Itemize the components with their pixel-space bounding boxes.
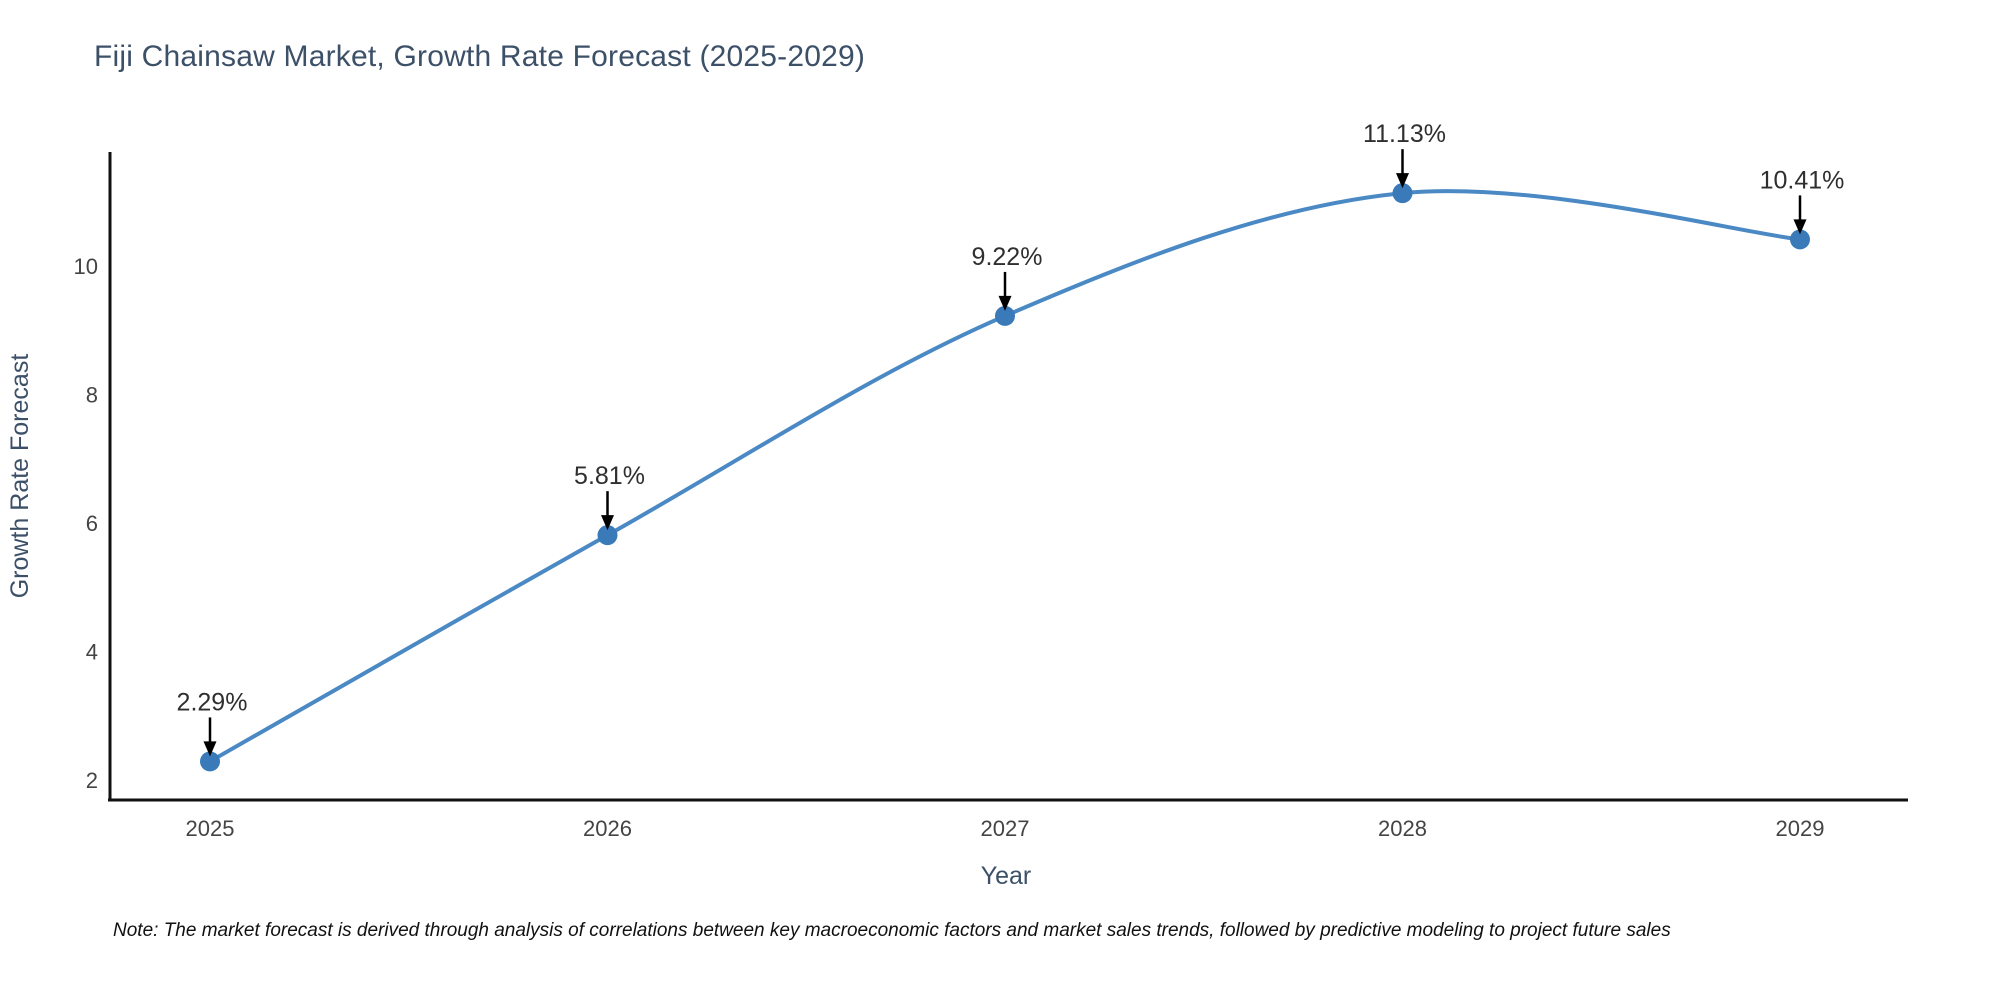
annotation-arrow-head bbox=[1396, 173, 1409, 189]
annotation-arrow-head bbox=[601, 515, 614, 531]
data-point-label: 2.29% bbox=[177, 688, 248, 716]
data-point-label: 11.13% bbox=[1363, 120, 1446, 148]
footnote: Note: The market forecast is derived thr… bbox=[113, 920, 1671, 941]
data-point-label: 9.22% bbox=[972, 243, 1043, 271]
data-point-label: 10.41% bbox=[1760, 166, 1845, 194]
y-tick-label: 6 bbox=[86, 511, 98, 536]
x-tick-label: 2025 bbox=[186, 816, 235, 841]
data-point-marker bbox=[597, 525, 618, 546]
data-point-marker bbox=[995, 305, 1015, 326]
annotation-arrow-head bbox=[998, 295, 1012, 311]
chart-title: Fiji Chainsaw Market, Growth Rate Foreca… bbox=[94, 40, 866, 73]
data-point-marker bbox=[1790, 229, 1810, 250]
y-tick-label: 8 bbox=[86, 382, 98, 407]
x-tick-label: 2027 bbox=[981, 816, 1030, 841]
annotation-arrow-head bbox=[203, 741, 217, 757]
x-tick-label: 2026 bbox=[583, 816, 632, 841]
data-point-marker bbox=[1392, 183, 1413, 204]
data-point-marker bbox=[200, 751, 220, 772]
y-tick-label: 2 bbox=[86, 768, 98, 793]
x-tick-label: 2028 bbox=[1378, 816, 1427, 841]
y-tick-label: 4 bbox=[86, 640, 98, 665]
data-point-label: 5.81% bbox=[574, 462, 645, 490]
annotation-arrow-head bbox=[1793, 219, 1807, 235]
x-tick-label: 2029 bbox=[1776, 816, 1825, 841]
x-axis-label: Year bbox=[981, 862, 1032, 890]
plot-area: 2 4 6 8 10 2025 2026 2027 2028 2029 2.29% 5.81% 9.22… bbox=[74, 120, 1908, 841]
y-axis-label: Growth Rate Forecast bbox=[6, 354, 34, 599]
y-tick-label: 10 bbox=[74, 254, 98, 279]
